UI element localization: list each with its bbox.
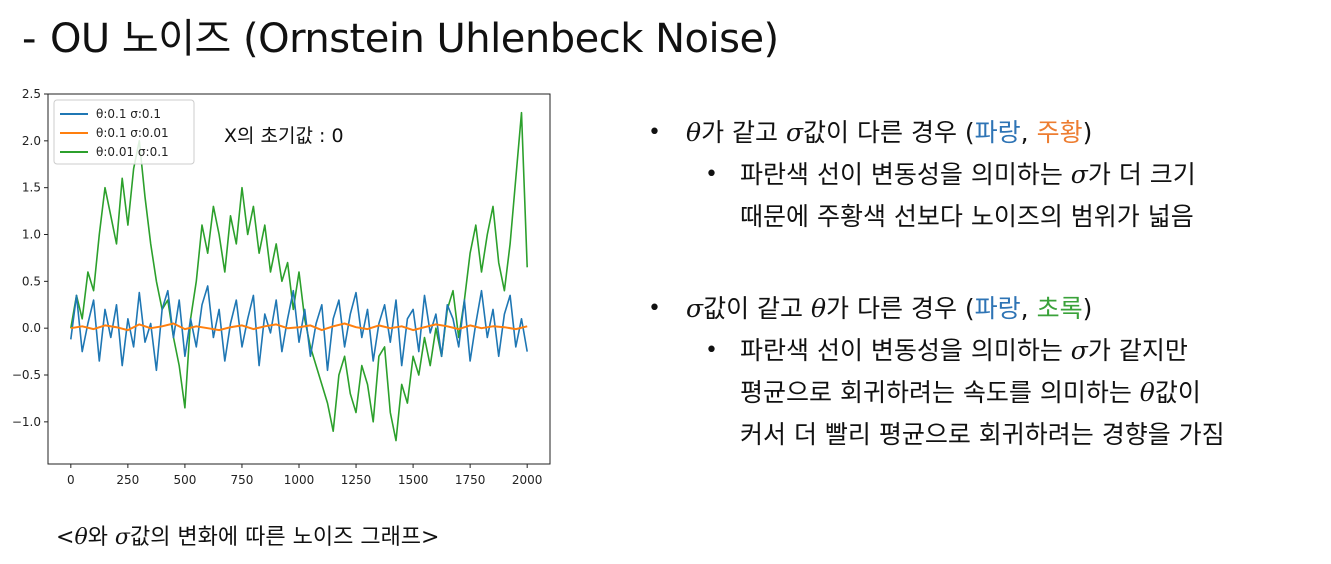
b1s-line1b: 가 더 크기 bbox=[1087, 160, 1196, 189]
b2-t1: 값이 같고 bbox=[703, 294, 811, 323]
b2-color-blue: 파랑 bbox=[974, 294, 1021, 323]
b2-theta: θ bbox=[810, 294, 827, 323]
b1s-sigma: σ bbox=[1070, 160, 1088, 189]
b2-close: ) bbox=[1082, 294, 1093, 323]
b1-t2: 값이 다른 경우 ( bbox=[803, 118, 975, 147]
bullet-same-theta: θ가 같고 σ값이 다른 경우 (파랑, 주황) bbox=[648, 112, 1225, 154]
caption-theta: θ bbox=[74, 525, 88, 550]
chart-caption: <θ와 σ값의 변화에 따른 노이즈 그래프> bbox=[56, 519, 439, 551]
legend-label: θ:0.01 σ:0.1 bbox=[96, 145, 169, 159]
y-tick-label: 0.0 bbox=[22, 321, 41, 335]
chart-annotation: X의 초기값 : 0 bbox=[224, 125, 344, 147]
bullet-same-sigma: σ값이 같고 θ가 다른 경우 (파랑, 초록) bbox=[648, 288, 1225, 330]
x-tick-label: 750 bbox=[231, 473, 254, 487]
b2s-theta: θ bbox=[1139, 378, 1155, 407]
y-tick-label: 2.0 bbox=[22, 134, 41, 148]
x-tick-label: 250 bbox=[116, 473, 139, 487]
b1s-line2: 때문에 주황색 선보다 노이즈의 범위가 넓음 bbox=[740, 202, 1194, 231]
y-tick-label: −0.5 bbox=[12, 368, 41, 382]
b1s-line1a: 파란색 선이 변동성을 의미하는 bbox=[740, 160, 1071, 189]
b2-color-green: 초록 bbox=[1036, 294, 1083, 323]
b1-sigma: σ bbox=[785, 118, 804, 147]
title-dash: - bbox=[22, 16, 36, 62]
explanation-bullets: θ가 같고 σ값이 다른 경우 (파랑, 주황) 파란색 선이 변동성을 의미하… bbox=[648, 112, 1225, 456]
b1-color-blue: 파랑 bbox=[974, 118, 1021, 147]
y-tick-label: 1.0 bbox=[22, 228, 41, 242]
y-tick-label: 1.5 bbox=[22, 181, 41, 195]
b1-close: ) bbox=[1082, 118, 1093, 147]
b2s-line2b: 값이 bbox=[1154, 378, 1201, 407]
x-tick-label: 500 bbox=[173, 473, 196, 487]
ou-noise-chart: 0 250 500 750 1000 1250 1500 1750 2000 −1.0 −0.5 0.… bbox=[12, 87, 551, 487]
x-tick-label: 1500 bbox=[398, 473, 429, 487]
b1-color-orange: 주황 bbox=[1036, 118, 1083, 147]
x-tick-label: 1250 bbox=[341, 473, 372, 487]
b2s-line1b: 가 같지만 bbox=[1087, 336, 1188, 365]
sub-bullet-sigma-range: 파란색 선이 변동성을 의미하는 σ가 더 크기 때문에 주황색 선보다 노이즈… bbox=[648, 154, 1225, 238]
caption-rest: 값의 변화에 따른 노이즈 그래프> bbox=[129, 525, 440, 550]
legend-box bbox=[53, 99, 195, 165]
b1-sep: , bbox=[1020, 118, 1037, 147]
series-line bbox=[70, 322, 528, 332]
b2s-line1a: 파란색 선이 변동성을 의미하는 bbox=[740, 336, 1071, 365]
caption-sigma: σ bbox=[114, 525, 130, 550]
b1-theta: θ bbox=[686, 118, 702, 147]
sub-bullet-theta-reversion: 파란색 선이 변동성을 의미하는 σ가 같지만 평균으로 회귀하려는 속도를 의… bbox=[648, 330, 1225, 456]
b2s-line2a: 평균으로 회귀하려는 속도를 의미하는 bbox=[740, 378, 1140, 407]
b2s-line3: 커서 더 빨리 평균으로 회귀하려는 경향을 가짐 bbox=[740, 420, 1225, 449]
series-line bbox=[70, 111, 528, 442]
x-tick-label: 1000 bbox=[284, 473, 315, 487]
x-tick-label: 2000 bbox=[512, 473, 543, 487]
caption-wa: 와 bbox=[87, 525, 115, 550]
x-tick-label: 1750 bbox=[455, 473, 486, 487]
title-text: OU 노이즈 (Ornstein Uhlenbeck Noise) bbox=[49, 16, 779, 62]
y-tick-label: 2.5 bbox=[22, 87, 41, 101]
caption-prefix: < bbox=[56, 525, 75, 550]
series-line bbox=[70, 285, 528, 372]
b2-t2: 가 다른 경우 ( bbox=[826, 294, 975, 323]
page-title: - OU 노이즈 (Ornstein Uhlenbeck Noise) bbox=[22, 6, 779, 64]
y-tick-label: 0.5 bbox=[22, 274, 41, 288]
axes-frame bbox=[47, 93, 551, 465]
b2s-line2: 평균으로 회귀하려는 속도를 의미하는 θ값이 bbox=[740, 372, 1225, 414]
b2-sep: , bbox=[1020, 294, 1037, 323]
b2s-sigma: σ bbox=[1070, 336, 1088, 365]
y-tick-label: −1.0 bbox=[12, 415, 41, 429]
x-tick-label: 0 bbox=[67, 473, 75, 487]
b2-sigma: σ bbox=[686, 294, 704, 323]
b1-t1: 가 같고 bbox=[701, 118, 786, 147]
legend-label: θ:0.1 σ:0.01 bbox=[96, 126, 169, 140]
legend-label: θ:0.1 σ:0.1 bbox=[96, 107, 161, 121]
